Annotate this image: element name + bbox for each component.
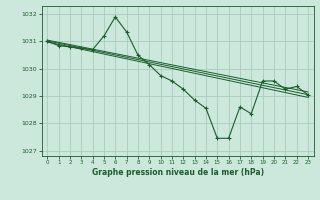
X-axis label: Graphe pression niveau de la mer (hPa): Graphe pression niveau de la mer (hPa) xyxy=(92,168,264,177)
